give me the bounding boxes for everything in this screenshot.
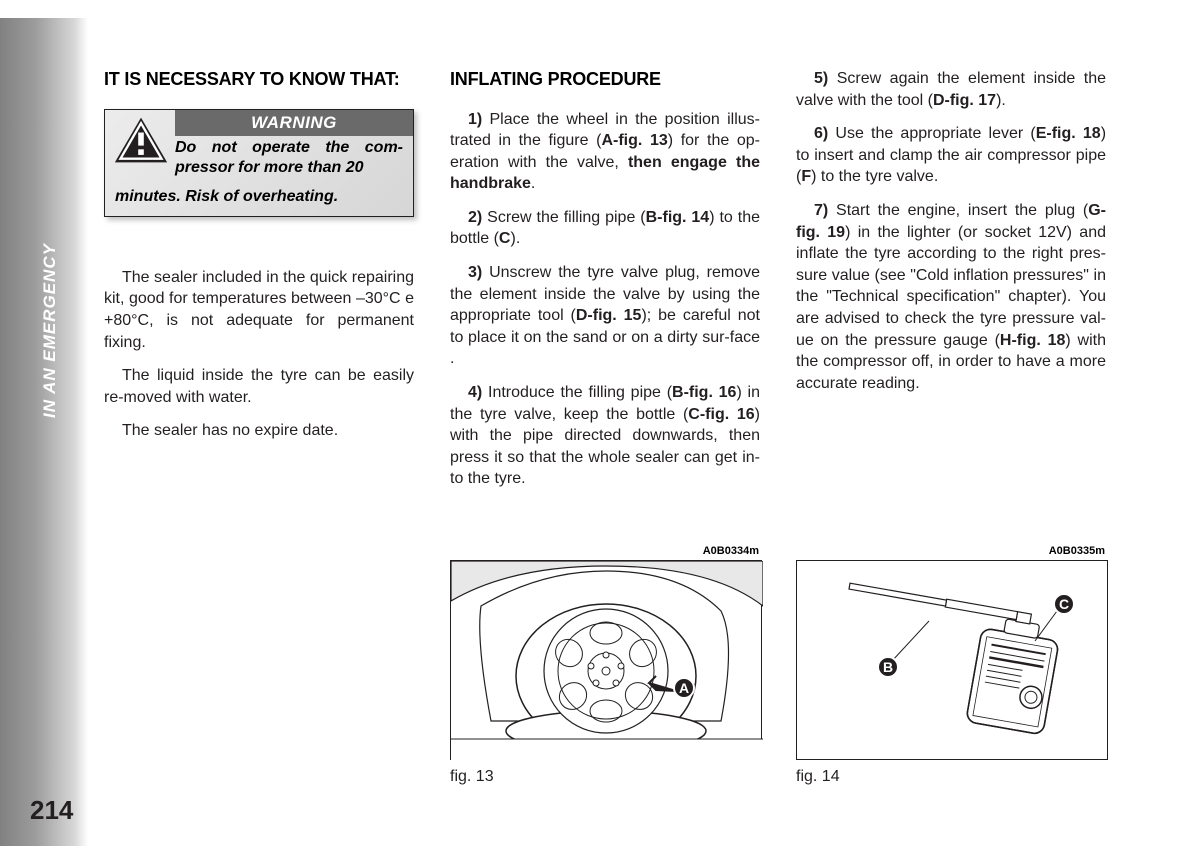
callout-a: A <box>673 677 695 699</box>
page-number: 214 <box>30 795 73 826</box>
figure-13-illustration <box>451 561 763 761</box>
figure-14: A0B0335m B C <box>796 560 1108 760</box>
warning-title: WARNING <box>175 110 413 136</box>
callout-c: C <box>1053 593 1075 615</box>
figure-13: A0B0334m A <box>450 560 762 760</box>
figure-13-label: fig. 13 <box>450 768 494 786</box>
step-2: 2) Screw the filling pipe (B-fig. 14) to… <box>450 207 760 250</box>
figure-14-code: A0B0335m <box>1049 545 1105 557</box>
section-title-vertical: IN AN EMERGENCY <box>40 243 60 418</box>
column-2: INFLATING PROCEDURE 1) Place the wheel i… <box>450 68 760 502</box>
column-1: IT IS NECESSARY TO KNOW THAT: WARNING Do… <box>104 68 414 454</box>
step-6: 6) Use the appropriate lever (E-fig. 18)… <box>796 123 1106 188</box>
heading-necessary-to-know: IT IS NECESSARY TO KNOW THAT: <box>104 68 414 91</box>
step-4: 4) Introduce the filling pipe (B-fig. 16… <box>450 382 760 490</box>
step-5: 5) Screw again the element inside the va… <box>796 68 1106 111</box>
step-3: 3) Unscrew the tyre valve plug, remove t… <box>450 262 760 370</box>
warning-text-2: minutes. Risk of overheating. <box>105 187 413 216</box>
callout-b: B <box>877 656 899 678</box>
step-1: 1) Place the wheel in the position illus… <box>450 109 760 195</box>
warning-box: WARNING Do not operate the com-pressor f… <box>104 109 414 217</box>
warning-triangle-icon <box>113 115 169 165</box>
step-7: 7) Start the engine, insert the plug (G-… <box>796 200 1106 394</box>
para-expire-date: The sealer has no expire date. <box>104 420 414 442</box>
figure-13-code: A0B0334m <box>703 545 759 557</box>
figure-14-illustration <box>797 561 1109 761</box>
para-sealer-kit: The sealer included in the quick repairi… <box>104 267 414 353</box>
column-3: 5) Screw again the element inside the va… <box>796 68 1106 406</box>
sidebar-gradient: IN AN EMERGENCY <box>0 18 88 846</box>
figure-14-label: fig. 14 <box>796 768 840 786</box>
para-liquid-water: The liquid inside the tyre can be easily… <box>104 365 414 408</box>
heading-inflating: INFLATING PROCEDURE <box>450 68 760 91</box>
